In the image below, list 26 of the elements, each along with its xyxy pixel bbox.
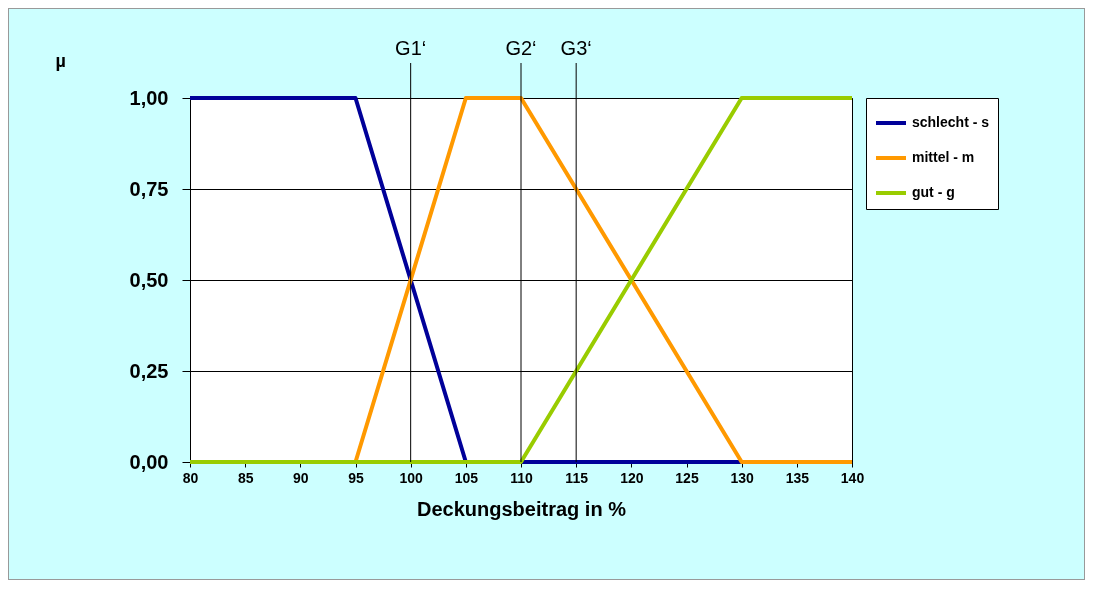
x-tick-label: 130 [730, 469, 755, 486]
x-tick-label: 95 [348, 469, 364, 486]
x-tick-label: 110 [510, 469, 533, 486]
x-tick-label: 140 [840, 469, 865, 486]
ref-line-label: G3‘ [560, 37, 592, 59]
x-tick-label: 115 [565, 469, 589, 486]
x-axis-title: Deckungsbeitrag in % [417, 497, 627, 520]
ref-line-label: G2‘ [505, 37, 537, 59]
y-tick-label: 1,00 [129, 86, 169, 109]
x-tick-label: 100 [399, 469, 424, 486]
y-tick-label: 0,50 [129, 268, 169, 291]
x-tick-label: 80 [182, 469, 199, 486]
legend-label: gut - g [912, 184, 955, 200]
x-tick-label: 105 [454, 469, 479, 486]
y-axis-title: µ [55, 50, 66, 71]
x-tick-label: 85 [237, 469, 254, 486]
y-tick-label: 0,25 [129, 359, 169, 382]
y-tick-label: 0,75 [129, 177, 169, 200]
legend-label: mittel - m [912, 149, 975, 165]
ref-line-label: G1‘ [395, 37, 427, 59]
x-tick-label: 120 [620, 469, 644, 486]
y-tick-label: 0,00 [129, 450, 169, 473]
x-tick-label: 135 [785, 469, 810, 486]
x-tick-label: 90 [293, 469, 309, 486]
legend-label: schlecht - s [912, 114, 990, 130]
x-tick-label: 125 [675, 469, 699, 486]
